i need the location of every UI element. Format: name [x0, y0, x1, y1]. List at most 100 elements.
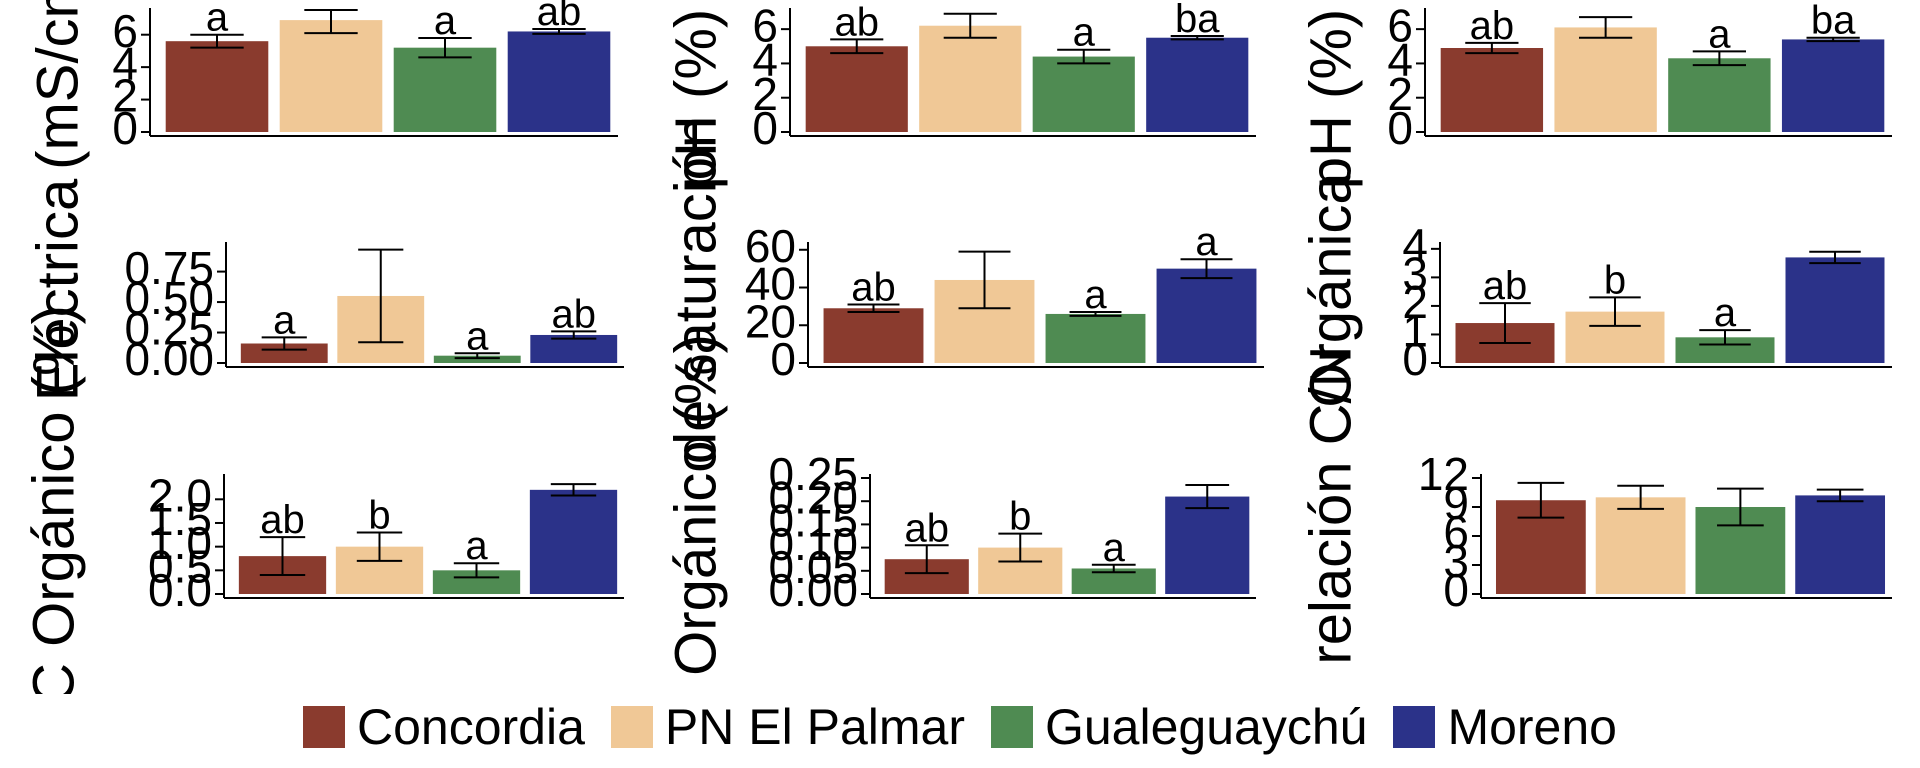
y-tick-label: 0 — [770, 333, 796, 385]
y-tick-label: 2 — [752, 68, 778, 120]
y-tick-label: 0.5 — [148, 540, 212, 592]
legend-item-moreno: Moreno — [1393, 698, 1617, 756]
bar-pn-el-palmar — [279, 20, 383, 132]
significance-letter-moreno: ab — [552, 292, 597, 336]
y-axis-title: Orgánica — [1298, 172, 1363, 408]
bar-gualeguaychu — [1045, 313, 1146, 363]
significance-letter-moreno: ba — [1811, 0, 1856, 43]
significance-letter-concordia: ab — [260, 498, 305, 542]
bar-pn-el-palmar — [1554, 27, 1657, 132]
panel-7: C Orgánico (%) 0.00.51.01.52.0 ab b a — [21, 305, 624, 694]
bar-gualeguaychu — [393, 47, 497, 132]
bar-pn-el-palmar — [919, 25, 1022, 132]
legend-label-pn-el-palmar: PN El Palmar — [664, 699, 965, 755]
y-axis-title: de saturación — [663, 116, 728, 464]
significance-letter-concordia: ab — [851, 266, 896, 310]
y-tick-label: 0.20 — [768, 471, 858, 523]
y-tick-label: 2 — [1387, 68, 1413, 120]
bar-gualeguaychu — [1032, 56, 1135, 133]
bar-gualeguaychu — [1668, 58, 1771, 132]
y-tick-label: 0.25 — [768, 448, 858, 500]
y-tick-label: 2 — [1402, 276, 1428, 328]
y-tick-label: 4 — [1387, 34, 1413, 86]
y-tick-label: 0.50 — [124, 272, 214, 324]
y-tick-label: 0 — [112, 102, 138, 154]
panel-8: Orgánico (%) 0.000.050.100.150.200.25 ab b a — [663, 334, 1256, 676]
y-tick-label: 40 — [745, 258, 796, 310]
bar-moreno — [1795, 495, 1886, 594]
significance-letter-gualeguaychu: a — [1103, 526, 1126, 570]
legend-item-pn-el-palmar: PN El Palmar — [610, 698, 965, 756]
significance-letter-concordia: a — [206, 0, 229, 40]
y-tick-label: 0.10 — [768, 518, 858, 570]
bar-moreno — [1785, 257, 1885, 363]
y-tick-label: 0 — [1443, 564, 1469, 616]
y-tick-label: 0.00 — [124, 333, 214, 385]
y-tick-label: 1.0 — [148, 517, 212, 569]
y-tick-label: 0.25 — [124, 303, 214, 355]
chart-legend: Concordia PN El Palmar Gualeguaychú More… — [0, 694, 1920, 760]
y-tick-label: 60 — [745, 220, 796, 272]
bar-moreno — [507, 31, 611, 133]
bar-concordia — [165, 41, 269, 132]
significance-letter-concordia: ab — [835, 0, 880, 44]
y-tick-label: 9 — [1443, 477, 1469, 529]
legend-item-concordia: Concordia — [303, 698, 585, 756]
significance-letter-moreno: ba — [1175, 0, 1220, 41]
significance-letter-pn-el-palmar: b — [1009, 495, 1031, 539]
y-tick-label: 12 — [1418, 448, 1469, 500]
legend-label-gualeguaychu: Gualeguaychú — [1044, 699, 1368, 755]
significance-letter-gualeguaychu: a — [465, 524, 488, 568]
y-axis-title: Orgánico (%) — [663, 334, 728, 676]
bar-concordia — [240, 343, 328, 363]
bar-moreno — [529, 489, 618, 594]
bar-moreno — [1156, 268, 1257, 363]
significance-letter-pn-el-palmar: b — [368, 493, 390, 537]
y-tick-label: 4 — [1402, 219, 1428, 271]
y-tick-label: 4 — [112, 37, 138, 89]
legend-swatch-concordia — [303, 706, 345, 748]
legend-swatch-gualeguaychu — [990, 706, 1033, 748]
legend-swatch-pn-el-palmar — [610, 706, 653, 748]
y-tick-label: 2 — [112, 70, 138, 122]
bar-concordia — [1440, 48, 1544, 132]
y-tick-label: 6 — [1387, 0, 1413, 51]
y-axis-title: (mS/cm — [25, 0, 90, 170]
significance-letter-concordia: ab — [1483, 264, 1528, 308]
y-axis-title: relación C/N — [1298, 345, 1363, 664]
significance-letter-moreno: ab — [537, 0, 582, 34]
significance-letter-gualeguaychu: a — [1714, 291, 1737, 335]
y-tick-label: 2.0 — [148, 469, 212, 521]
significance-letter-gualeguaychu: a — [466, 314, 489, 358]
y-tick-label: 20 — [745, 295, 796, 347]
y-tick-label: 6 — [112, 5, 138, 57]
bar-pn-el-palmar — [1595, 497, 1686, 594]
panel-4: Eléctrica 0.000.250.500.75 a a ab — [25, 178, 624, 401]
y-tick-label: 6 — [752, 0, 778, 51]
y-tick-label: 1.5 — [148, 493, 212, 545]
y-tick-label: 0 — [752, 102, 778, 154]
y-tick-label: 0.75 — [124, 242, 214, 294]
y-axis-title: pH (%) C — [663, 0, 728, 189]
y-tick-label: 0.05 — [768, 541, 858, 593]
bar-moreno — [1165, 496, 1250, 594]
legend-swatch-moreno — [1393, 706, 1436, 748]
y-tick-label: 0.15 — [768, 495, 858, 547]
y-tick-label: 6 — [1443, 506, 1469, 558]
y-tick-label: 0.0 — [148, 564, 212, 616]
bar-gualeguaychu — [432, 570, 521, 594]
y-tick-label: 0 — [1387, 102, 1413, 154]
significance-letter-concordia: ab — [905, 506, 950, 550]
legend-item-gualeguaychu: Gualeguaychú — [990, 698, 1368, 756]
significance-letter-pn-el-palmar: b — [1604, 258, 1626, 302]
bar-moreno — [1781, 39, 1885, 132]
significance-letter-gualeguaychu: a — [1708, 12, 1731, 56]
y-axis-title: C Orgánico (%) — [21, 305, 86, 694]
bar-moreno — [1146, 37, 1249, 132]
significance-letter-gualeguaychu: a — [1084, 273, 1107, 317]
